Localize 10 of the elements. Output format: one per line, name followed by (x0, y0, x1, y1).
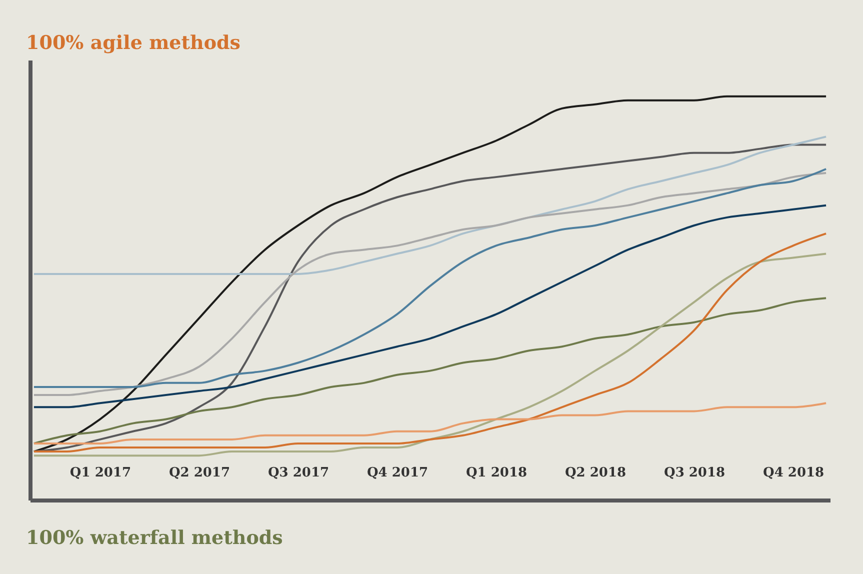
x-tick-label: Q2 2017 (168, 466, 230, 480)
x-tick-label: Q2 2018 (564, 466, 626, 480)
x-tick-label: Q1 2017 (70, 466, 132, 480)
text: 100% agile methods (25, 31, 242, 56)
x-tick-label: Q3 2017 (268, 466, 330, 480)
x-tick-label: Q4 2017 (366, 466, 428, 480)
x-tick-label: Q3 2018 (664, 466, 726, 480)
x-tick-label: Q1 2018 (466, 466, 528, 480)
x-tick-label: Q4 2018 (762, 466, 824, 480)
text: 100% waterfall methods (25, 526, 284, 549)
